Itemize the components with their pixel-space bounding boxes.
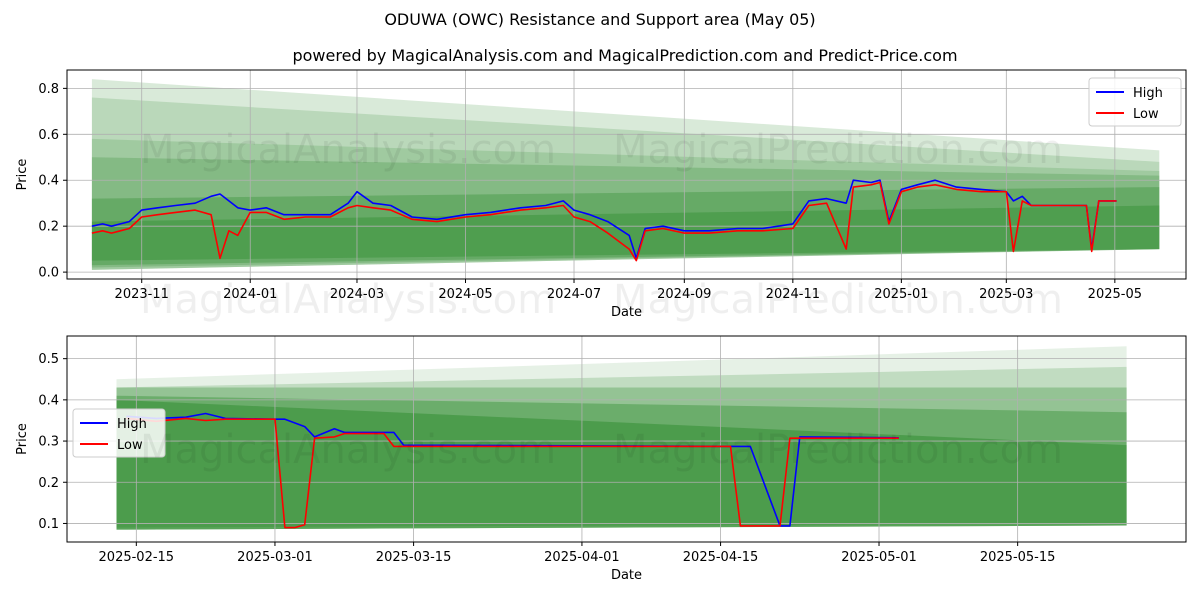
x-tick-label: 2024-03 — [330, 287, 384, 302]
x-tick-label: 2023-11 — [115, 287, 169, 302]
y-tick-label: 0.0 — [38, 266, 59, 281]
x-tick-label: 2025-05-01 — [841, 550, 917, 565]
legend-label-low: Low — [117, 438, 143, 453]
y-tick-label: 0.2 — [38, 220, 59, 235]
x-axis-label: Date — [611, 568, 642, 583]
x-tick-label: 2025-03-15 — [376, 550, 452, 565]
legend-label-high: High — [117, 417, 147, 432]
support-resistance-band-1 — [91, 97, 1160, 270]
x-tick-label: 2025-01 — [874, 287, 928, 302]
x-tick-label: 2025-04-01 — [544, 550, 620, 565]
plot-frame — [66, 69, 1187, 280]
legend: High Low — [72, 408, 166, 458]
y-tick-label: 0.2 — [38, 476, 59, 491]
watermark-right-middle: MagicalPrediction.com — [613, 277, 1063, 323]
x-tick-label: 2024-11 — [766, 287, 820, 302]
x-tick-label: 2025-04-15 — [683, 550, 759, 565]
support-resistance-band-0 — [91, 79, 1160, 270]
x-tick-label: 2025-03-01 — [237, 550, 313, 565]
x-tick-label: 2024-09 — [657, 287, 711, 302]
chart-subtitle: powered by MagicalAnalysis.com and Magic… — [292, 46, 957, 65]
watermark-right-bottom: MagicalPrediction.com — [613, 427, 1063, 473]
watermark-left-middle: MagicalAnalysis.com — [140, 277, 556, 323]
y-tick-label: 0.1 — [38, 517, 59, 532]
y-tick-label: 0.4 — [38, 393, 59, 408]
support-resistance-band-3 — [91, 157, 1160, 268]
watermark-right-top: MagicalPrediction.com — [613, 127, 1063, 173]
low-price-line — [126, 417, 899, 529]
watermark-left-top: MagicalAnalysis.com — [140, 127, 556, 173]
legend: High Low — [1088, 77, 1182, 127]
y-tick-label: 0.4 — [38, 174, 59, 189]
support-resistance-band-2 — [91, 138, 1160, 270]
y-tick-label: 0.3 — [38, 435, 59, 450]
y-tick-label: 0.8 — [38, 82, 59, 97]
chart-title: ODUWA (OWC) Resistance and Support area … — [384, 10, 815, 29]
y-axis-label: Price — [15, 423, 30, 455]
y-axis-label: Price — [15, 159, 30, 191]
top-chart-panel: 2023-11 2024-01 2024-03 2024-05 2024-07 2024-… — [15, 69, 1187, 320]
bottom-chart-panel: 2025-02-15 2025-03-01 2025-03-15 2025-04-01… — [15, 335, 1187, 583]
watermark-left-bottom: MagicalAnalysis.com — [140, 427, 556, 473]
x-tick-label: 2024-05 — [438, 287, 492, 302]
x-tick-label: 2024-07 — [547, 287, 601, 302]
y-tick-label: 0.5 — [38, 352, 59, 367]
x-tick-label: 2024-01 — [223, 287, 277, 302]
x-tick-label: 2025-05-15 — [980, 550, 1056, 565]
high-price-line — [91, 179, 1117, 260]
x-axis-label: Date — [611, 305, 642, 320]
legend-label-low: Low — [1133, 107, 1159, 122]
y-tick-label: 0.6 — [38, 128, 59, 143]
low-price-line — [91, 181, 1117, 262]
x-tick-label: 2025-03 — [979, 287, 1033, 302]
plot-frame — [66, 335, 1187, 543]
x-tick-label: 2025-05 — [1088, 287, 1142, 302]
x-tick-label: 2025-02-15 — [99, 550, 175, 565]
legend-label-high: High — [1133, 86, 1163, 101]
